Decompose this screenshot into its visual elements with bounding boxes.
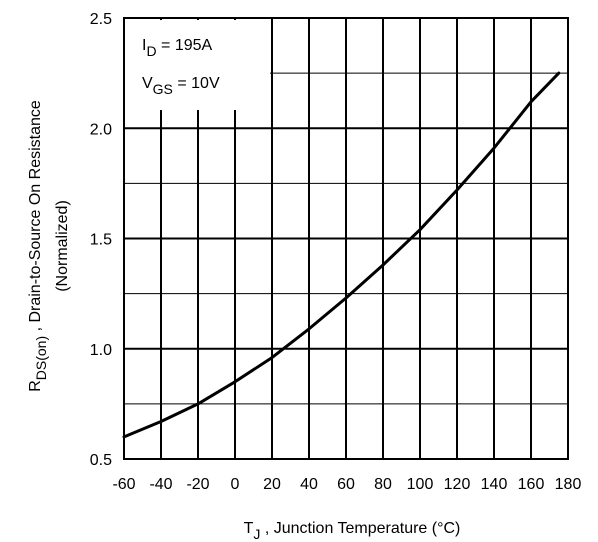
series-line bbox=[122, 71, 561, 439]
annotation-id: ID = 195A bbox=[142, 37, 213, 59]
tick-labels: -60 -40 -20 0 20 40 60 80 100 120 140 160 180 0.5 1.0 1… bbox=[90, 11, 582, 493]
x-tick-label: 0 bbox=[231, 476, 240, 493]
annotation-vgs: VGS = 10V bbox=[142, 75, 220, 97]
x-axis-label: TJ , Junction Temperature (°C) bbox=[244, 520, 461, 542]
y-tick-label: 2.0 bbox=[90, 121, 112, 138]
y-tick-label: 2.5 bbox=[90, 11, 112, 28]
y-tick-label: 1.0 bbox=[90, 342, 112, 359]
x-tick-label: -60 bbox=[112, 476, 135, 493]
x-tick-label: 60 bbox=[337, 476, 355, 493]
series-layer bbox=[122, 71, 561, 439]
plot-frame bbox=[123, 17, 569, 460]
y-axis-label: RDS(on) , Drain-to-Source On Resistance bbox=[27, 100, 49, 392]
x-tick-label: 160 bbox=[518, 476, 545, 493]
x-tick-label: 120 bbox=[444, 476, 471, 493]
x-tick-label: 100 bbox=[407, 476, 434, 493]
x-tick-label: 40 bbox=[300, 476, 318, 493]
legend-box bbox=[124, 20, 270, 110]
x-tick-label: -40 bbox=[149, 476, 172, 493]
y-tick-label: 0.5 bbox=[90, 452, 112, 469]
x-tick-label: 180 bbox=[555, 476, 582, 493]
x-tick-label: -20 bbox=[186, 476, 209, 493]
y-tick-label: 1.5 bbox=[90, 232, 112, 249]
y-axis-label-line2: (Normalized) bbox=[54, 200, 71, 292]
x-tick-label: 20 bbox=[263, 476, 281, 493]
x-tick-label: 140 bbox=[481, 476, 508, 493]
x-tick-label: 80 bbox=[374, 476, 392, 493]
